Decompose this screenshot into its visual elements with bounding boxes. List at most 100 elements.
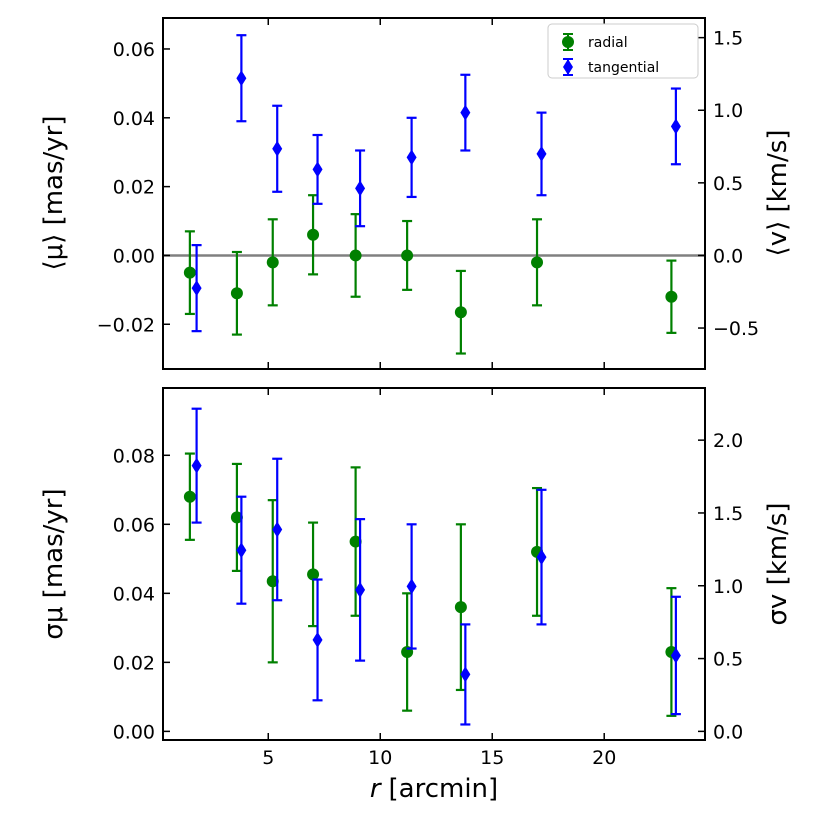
bottom-radial-marker [230,511,243,524]
bottom-radial-point [349,466,362,617]
top-tangential-point [460,73,471,152]
bottom-radial-point [183,452,196,541]
top-radial-point [454,269,467,355]
top-radial-point [266,218,279,307]
bottom-radial-point [665,587,678,717]
bottom-tangential-marker [670,647,681,664]
top-radial-point [307,194,320,276]
bottom-radial-point [230,462,243,573]
legend-entry-radial: radial [562,33,628,51]
bottom-xtick-label: 5 [262,747,274,769]
top-tangential-marker [670,118,681,135]
top-radial-point [230,250,243,336]
bottom-tangential-point [355,518,366,662]
top-plot-content [163,34,705,355]
legend-entry-tangential: tangential [563,58,659,76]
bottom-xtick-label: 20 [592,747,616,769]
bottom-tangential-point [191,407,202,524]
top-radial-point [349,213,362,298]
top-radial-point [183,230,196,316]
bottom-tangential-marker [312,631,323,648]
top-tangential-marker [536,145,547,162]
bottom-radial-point [454,523,467,692]
bottom-ytick-label-left: 0.08 [113,445,155,467]
top-radial-marker [349,249,362,262]
top-tangential-point [670,87,681,166]
bottom-xtick-label: 10 [368,747,392,769]
top-radial-point [665,259,678,334]
top-tangential-marker [236,70,247,87]
top-tangential-marker [272,140,283,157]
top-radial-marker [307,228,320,241]
bottom-ytick-label-right: 0.5 [713,649,743,671]
bottom-tangential-point [406,523,417,650]
top-radial-point [401,219,414,291]
top-radial-marker [531,256,544,269]
bottom-radial-marker [454,601,467,614]
panel-bottom: 5 10 15 20 0.00 0.02 0.04 0.06 0.08 0.0 0.5 1.0 1.5 2… [39,387,793,769]
top-radial-marker [454,306,467,319]
x-axis-label-symbol: r [370,774,383,804]
panel-top: −0.02 0.00 0.02 0.04 0.06 −0.5 0.0 0.5 1.0 1.5 ra… [39,17,793,370]
top-ytick-label-left: 0.02 [113,177,155,199]
bottom-tangential-marker [460,666,471,683]
top-legend: radial tangential [547,23,699,79]
bottom-radial-point [266,499,279,664]
bottom-tangential-point [312,578,323,702]
top-axes-frame [162,17,706,370]
bottom-tangential-point [460,623,471,726]
top-tangential-point [355,149,366,228]
bottom-ytick-label-left: 0.02 [113,652,155,674]
bottom-axes-frame [162,387,706,741]
bottom-tangential-marker [236,542,247,559]
top-radial-marker [665,290,678,303]
top-radial-marker [183,266,196,279]
top-ytick-label-left: 0.06 [113,39,155,61]
top-tangential-point [536,111,547,197]
bottom-radial-marker [307,568,320,581]
bottom-ticks: 5 10 15 20 0.00 0.02 0.04 0.06 0.08 0.0 0.5 1.0 1.5 2… [113,388,743,769]
bottom-tangential-marker [272,521,283,538]
top-tangential-marker [460,104,471,121]
bottom-ytick-label-left: 0.06 [113,514,155,536]
legend-tangential-label: tangential [588,60,659,76]
top-tangential-point [191,244,202,333]
top-ticks: −0.02 0.00 0.02 0.04 0.06 −0.5 0.0 0.5 1.0 1.5 [97,18,759,369]
bottom-tangential-marker [191,457,202,474]
bottom-tangential-point [670,595,681,716]
bottom-tangential-point [236,495,247,605]
top-tangential-point [312,133,323,205]
bottom-ytick-label-left: 0.04 [113,583,155,605]
bottom-xtick-label: 15 [480,747,504,769]
bottom-ytick-label-right: 1.5 [713,503,743,525]
top-radial-marker [266,256,279,269]
bottom-ytick-label-left: 0.00 [113,721,155,743]
x-axis-label-unit: [arcmin] [389,774,499,804]
bottom-ylabel-right: σv [km/s] [763,502,793,625]
top-tangential-point [272,104,283,193]
bottom-tangential-point [272,457,283,602]
top-tangential-marker [312,161,323,178]
top-ytick-label-right: 0.0 [713,245,743,267]
bottom-plot-content [183,407,681,726]
top-ytick-label-right: 1.0 [713,100,743,122]
bottom-ylabel-left: σμ [mas/yr] [39,488,69,639]
x-axis-label: r [arcmin] [370,774,498,804]
top-ytick-label-left: 0.00 [113,245,155,267]
bottom-radial-marker [183,490,196,503]
bottom-tangential-marker [355,581,366,598]
legend-radial-marker [562,36,574,48]
bottom-tangential-marker [536,549,547,566]
top-ylabel-right: ⟨v⟩ [km/s] [763,130,793,257]
top-tangential-marker [191,280,202,297]
bottom-tangential-point [536,488,547,626]
top-radial-point [531,218,544,307]
legend-radial-label: radial [588,35,628,51]
bottom-radial-marker [266,575,279,588]
bottom-radial-marker [349,535,362,548]
top-tangential-marker [355,180,366,197]
bottom-ytick-label-right: 2.0 [713,430,743,452]
bottom-ytick-label-right: 1.0 [713,576,743,598]
bottom-tangential-marker [406,578,417,595]
